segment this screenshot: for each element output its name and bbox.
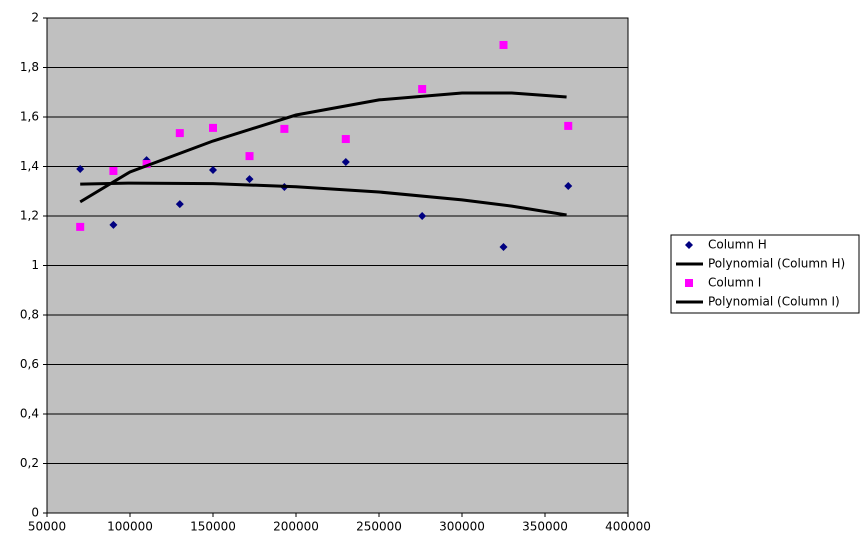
square-marker	[418, 85, 427, 94]
legend-label: Column H	[708, 238, 767, 252]
square-marker	[280, 124, 289, 133]
square-marker	[209, 123, 217, 132]
y-tick-label: 1,2	[20, 209, 39, 223]
square-marker	[142, 160, 151, 169]
x-tick-label: 400000	[605, 520, 651, 534]
square-marker	[175, 129, 184, 138]
square-marker	[109, 166, 118, 175]
diamond-marker	[209, 165, 217, 174]
y-tick-label: 0	[31, 506, 39, 520]
y-tick-label: 1,6	[20, 110, 39, 124]
diamond-marker	[245, 175, 254, 184]
y-tick-label: 0,4	[20, 407, 39, 421]
diamond-marker	[499, 242, 508, 251]
x-tick-label: 50000	[28, 520, 66, 534]
y-tick-label: 1	[31, 258, 39, 272]
square-marker	[499, 40, 508, 49]
square-marker	[341, 135, 350, 144]
y-tick-label: 0,2	[20, 456, 39, 470]
y-tick-label: 2	[31, 11, 39, 25]
x-tick-label: 100000	[107, 520, 153, 534]
square-marker	[76, 222, 85, 231]
x-tick-label: 250000	[356, 520, 402, 534]
diamond-marker	[175, 200, 184, 209]
diamond-marker	[564, 182, 573, 191]
x-tick-label: 200000	[273, 520, 319, 534]
legend-box	[670, 234, 860, 314]
x-tick-label: 300000	[439, 520, 485, 534]
diamond-marker	[76, 164, 85, 173]
y-tick-label: 0,8	[20, 308, 39, 322]
square-marker	[685, 279, 693, 287]
legend-label: Column I	[708, 276, 761, 290]
diamond-marker	[685, 241, 693, 249]
x-tick-label: 350000	[522, 520, 568, 534]
x-tick-label: 150000	[190, 520, 236, 534]
square-marker	[245, 152, 254, 161]
legend-label: Polynomial (Column I)	[708, 295, 840, 309]
y-tick-label: 1,4	[20, 159, 39, 173]
square-marker	[564, 121, 573, 130]
trend-line	[80, 181, 567, 217]
legend-label: Polynomial (Column H)	[708, 257, 845, 271]
diamond-marker	[109, 220, 118, 229]
diamond-marker	[341, 158, 350, 167]
y-tick-label: 1,8	[20, 60, 39, 74]
y-tick-label: 0,6	[20, 357, 39, 371]
trend-line	[79, 91, 567, 204]
plot-border	[46, 17, 629, 514]
diamond-marker	[418, 212, 427, 220]
